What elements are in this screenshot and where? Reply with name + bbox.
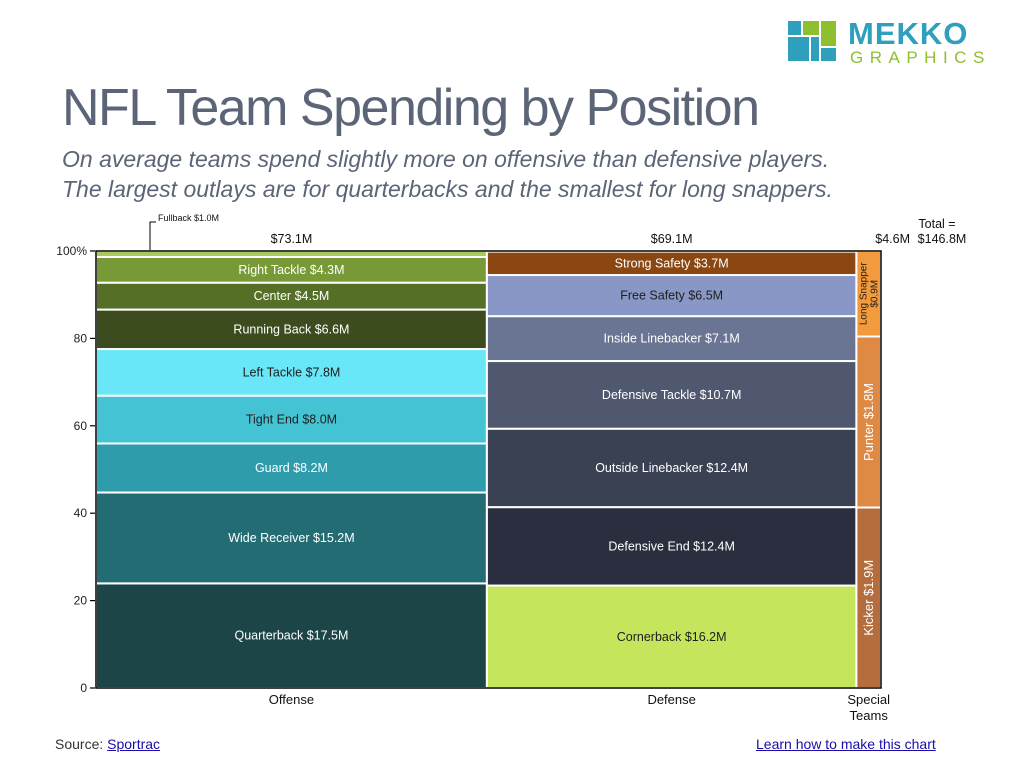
column-label-defense: Defense [647,692,695,707]
segment-label-right-tackle: Right Tackle $4.3M [238,263,344,277]
segment-label-outside-linebacker: Outside Linebacker $12.4M [595,461,748,475]
grand-total-value: $146.8M [918,232,967,246]
segment-label-line: $0.9M [870,280,881,308]
segment-label-center: Center $4.5M [254,289,330,303]
segment-cornerback [485,584,858,689]
segment-defensive-tackle [485,360,858,430]
chart-title: NFL Team Spending by Position [62,79,760,137]
column-total-special-teams: $4.6M [875,232,910,246]
segment-label-inside-linebacker: Inside Linebacker $7.1M [604,332,740,346]
fullback-callout-line [149,221,156,250]
segment-label-kicker: Kicker $1.9M [861,560,876,636]
segment-fullback [95,250,488,258]
segment-label-wide-receiver: Wide Receiver $15.2M [228,531,354,545]
segment-label-line: Long Snapper [859,262,870,326]
segment-label-left-tackle: Left Tackle $7.8M [243,365,341,379]
logo-square-5 [811,37,819,61]
segment-label-cornerback: Cornerback $16.2M [617,630,727,644]
segment-label-quarterback: Quarterback $17.5M [234,629,348,643]
segment-label-free-safety: Free Safety $6.5M [620,289,723,303]
segment-quarterback [95,582,488,690]
segment-punter [855,335,883,509]
learn-how-link[interactable]: Learn how to make this chart [756,736,936,752]
logo-square-1 [788,21,801,35]
column-label-offense: Offense [269,692,314,707]
logo-square-2 [803,21,819,35]
plot-frame [95,250,882,689]
segment-label-fullback: Fullback $1.0M [158,213,219,223]
chart-subtitle-line-2: The largest outlays are for quarterbacks… [62,176,833,202]
segment-label-tight-end: Tight End $8.0M [246,413,337,427]
segment-label-defensive-end: Defensive End $12.4M [608,539,734,553]
column-total-defense: $69.1M [651,232,693,246]
mekko-graphics-logo: MEKKO GRAPHICS [786,16,1001,68]
logo-square-3 [821,21,836,46]
source-note: Source: Sportrac [55,736,160,752]
logo-wordmark: MEKKO [848,16,969,51]
column-label-special-teams: Special [847,692,890,707]
grand-total-label: Total = [918,217,955,231]
segment-label-long-snapper: Long Snapper$0.9M [859,262,881,326]
segment-label-punter: Punter $1.8M [861,383,876,461]
y-tick-label-20: 20 [74,594,88,608]
logo-square-6 [821,48,836,61]
learn-link-container: Learn how to make this chart [756,736,936,752]
y-tick-label-100: 100% [56,244,87,258]
logo-subtitle: GRAPHICS [850,48,991,67]
source-link[interactable]: Sportrac [107,736,161,752]
column-total-offense: $73.1M [271,232,313,246]
segment-label-guard: Guard $8.2M [255,461,328,475]
source-prefix: Source: [55,736,108,752]
y-tick-label-0: 0 [80,681,87,695]
column-label-special-teams-1: Teams [850,708,889,723]
y-tick-label-40: 40 [74,506,88,520]
chart-subtitle-line-1: On average teams spend slightly more on … [62,146,830,172]
logo-square-4 [788,37,809,61]
segment-outside-linebacker [485,427,858,509]
segment-label-defensive-tackle: Defensive Tackle $10.7M [602,388,741,402]
segment-label-line: Punter $1.8M [861,383,876,461]
segment-label-line: Kicker $1.9M [861,560,876,636]
y-tick-label-80: 80 [74,331,88,345]
segment-label-strong-safety: Strong Safety $3.7M [615,256,729,270]
segment-label-running-back: Running Back $6.6M [233,322,349,336]
y-tick-label-60: 60 [74,419,88,433]
segment-free-safety [485,274,858,318]
